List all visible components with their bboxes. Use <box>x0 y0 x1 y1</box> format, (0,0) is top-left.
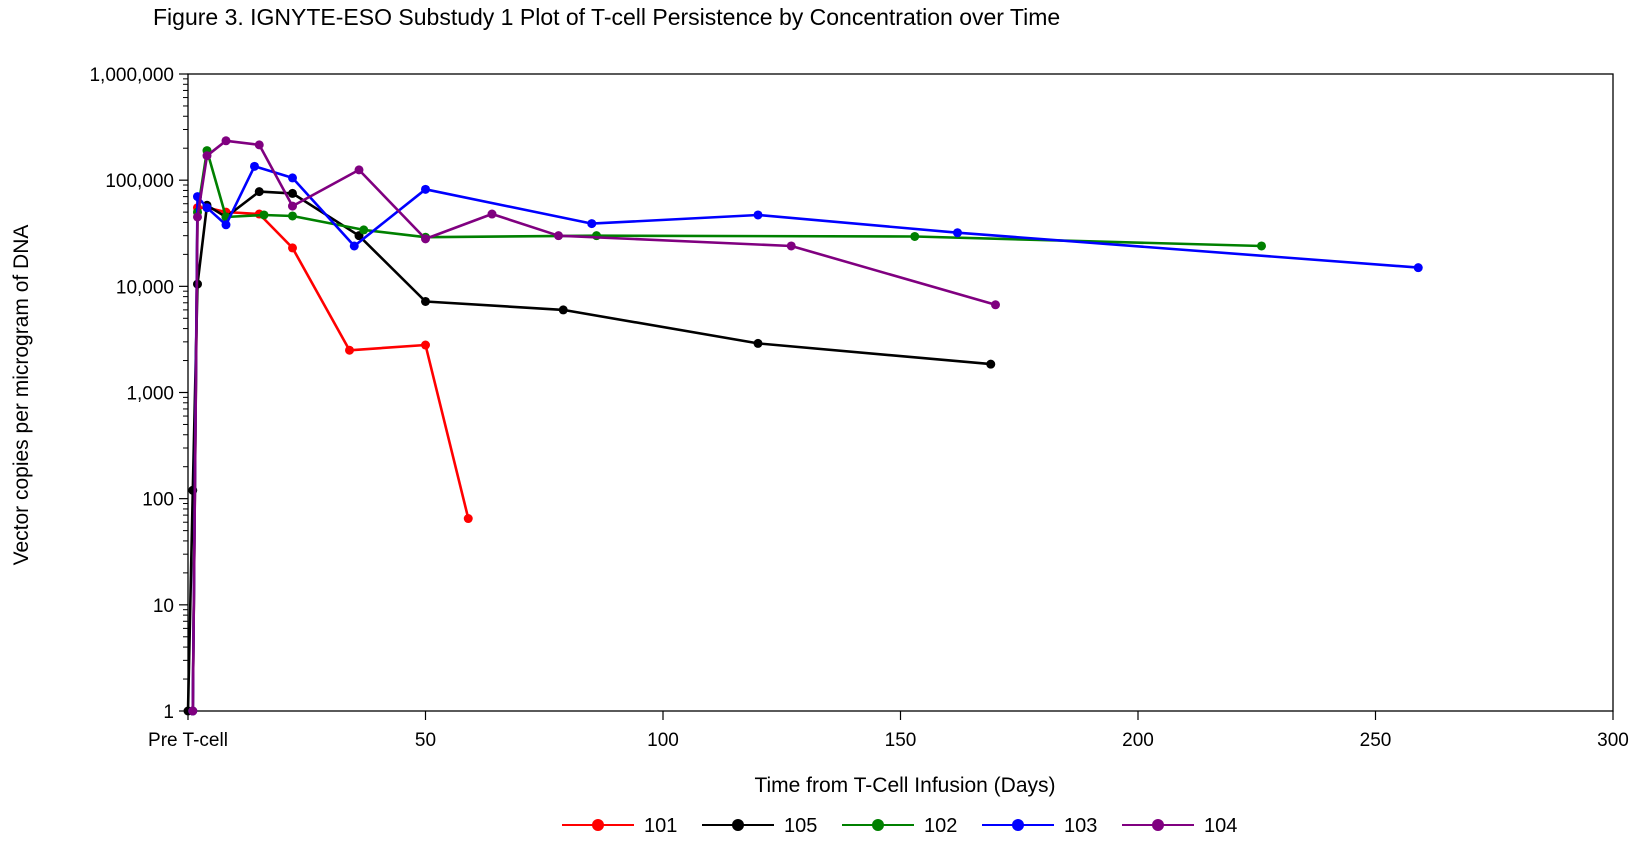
data-point <box>487 209 497 219</box>
data-point <box>288 173 297 183</box>
x-tick-label: 200 <box>1122 730 1154 751</box>
legend-label: 102 <box>924 815 957 837</box>
legend-marker <box>1012 819 1024 831</box>
data-point <box>753 338 763 348</box>
data-point <box>202 203 212 213</box>
legend-item-102: 102 <box>842 815 957 837</box>
data-point <box>354 165 364 175</box>
legend-marker <box>872 819 884 831</box>
legend-marker <box>732 819 744 831</box>
x-tick-label: 250 <box>1360 730 1392 751</box>
data-point <box>221 220 231 230</box>
y-tick-label: 10 <box>153 596 174 617</box>
y-axis: 1 10 100 1,000 10,000 100,000 1,000,000 <box>89 65 188 723</box>
legend-label: 104 <box>1204 815 1237 837</box>
legend-item-105: 105 <box>702 815 817 837</box>
data-point <box>592 231 601 241</box>
legend-label: 101 <box>644 815 677 837</box>
series-104 <box>188 136 1000 716</box>
data-point <box>288 188 297 198</box>
series-line <box>191 206 470 712</box>
data-point <box>786 241 796 251</box>
data-point <box>910 231 920 241</box>
y-tick-label: 1,000 <box>126 384 174 405</box>
data-point <box>188 706 198 716</box>
data-point <box>359 225 369 235</box>
x-tick-label: 100 <box>647 730 679 751</box>
data-point <box>753 210 763 220</box>
data-point <box>421 234 430 244</box>
data-point <box>1413 263 1423 273</box>
data-point <box>463 514 473 524</box>
data-point <box>288 201 297 211</box>
data-point <box>421 296 430 306</box>
legend-marker <box>592 819 604 831</box>
series-105 <box>183 187 996 716</box>
series-102 <box>188 146 1266 716</box>
x-tick-label: Pre T-cell <box>148 730 228 751</box>
data-point <box>254 187 264 197</box>
y-tick-label: 1,000,000 <box>89 65 174 86</box>
data-point <box>345 345 354 355</box>
plot-area <box>187 73 1614 712</box>
data-point <box>587 219 597 229</box>
y-tick-label: 100 <box>142 490 174 511</box>
legend-marker <box>1152 819 1164 831</box>
data-point <box>193 212 202 222</box>
x-tick-label: 50 <box>415 730 436 751</box>
y-tick-label: 1 <box>163 702 174 723</box>
data-point <box>1257 241 1266 251</box>
x-tick-label: 300 <box>1597 730 1629 751</box>
data-point <box>250 161 259 171</box>
data-point <box>421 184 430 194</box>
data-point <box>349 241 359 251</box>
legend-item-103: 103 <box>982 815 1097 837</box>
y-axis-label: Vector copies per microgram of DNA <box>10 225 33 566</box>
data-point <box>254 140 264 150</box>
x-axis: Pre T-cell 50 100 150 200 250 300 <box>148 711 1629 751</box>
series-line <box>191 139 996 712</box>
series-line <box>191 149 1262 712</box>
legend-item-104: 104 <box>1122 815 1237 837</box>
data-point <box>202 151 212 161</box>
data-point <box>991 300 1000 310</box>
series-layer <box>183 136 1423 716</box>
data-point <box>554 231 563 241</box>
x-axis-label: Time from T-Cell Infusion (Days) <box>754 774 1055 797</box>
legend-label: 105 <box>784 815 817 837</box>
series-101 <box>188 203 473 716</box>
legend-item-101: 101 <box>562 815 677 837</box>
data-point <box>288 243 297 253</box>
chart-title: Figure 3. IGNYTE-ESO Substudy 1 Plot of … <box>153 4 1061 30</box>
legend-label: 103 <box>1064 815 1097 837</box>
legend: 101 105 102 103 104 <box>562 815 1237 837</box>
y-tick-label: 100,000 <box>105 171 174 192</box>
x-tick-label: 150 <box>885 730 917 751</box>
data-point <box>288 211 297 221</box>
data-point <box>986 359 996 369</box>
data-point <box>558 305 568 315</box>
series-line <box>191 165 1419 712</box>
data-point <box>421 340 430 350</box>
data-point <box>259 210 269 220</box>
data-point <box>953 228 962 238</box>
data-point <box>221 136 231 146</box>
y-tick-label: 10,000 <box>116 277 174 298</box>
